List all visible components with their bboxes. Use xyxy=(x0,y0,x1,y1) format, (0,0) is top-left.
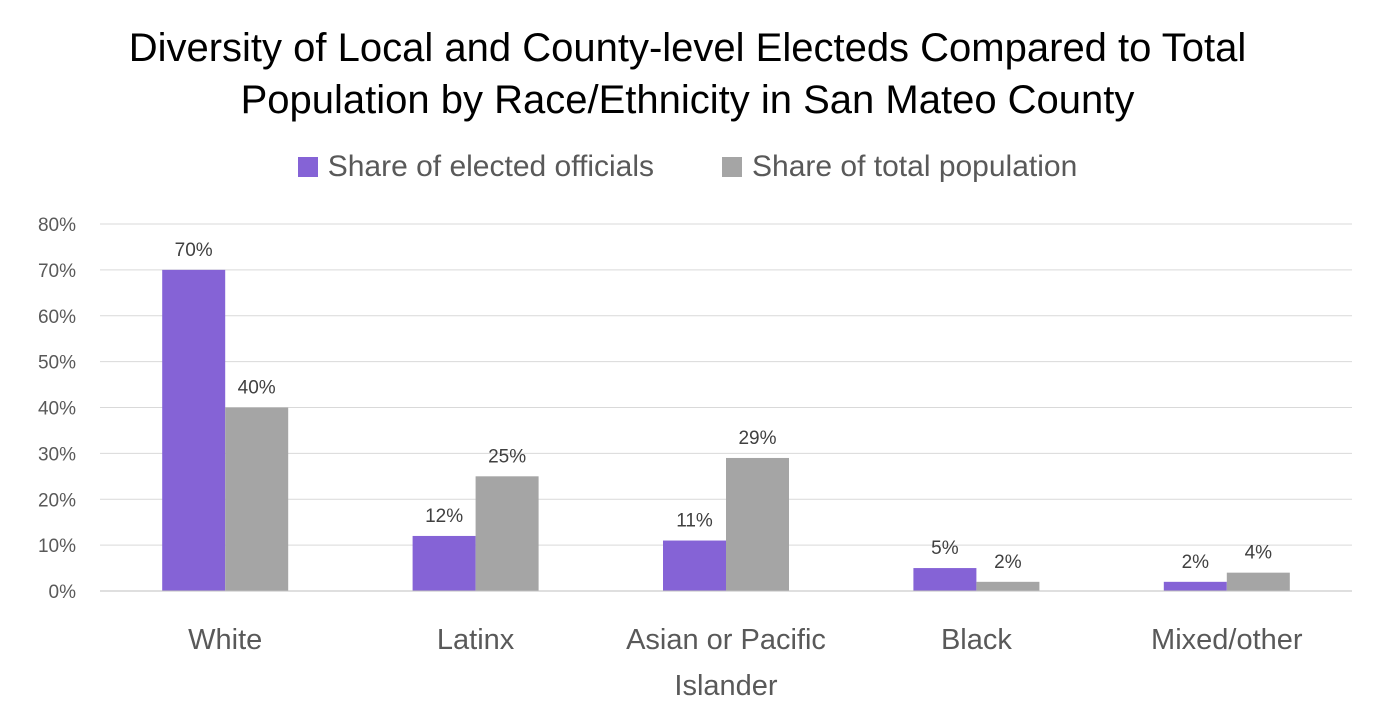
bar-0-1 xyxy=(412,535,476,591)
x-tick-label-2-1: Islander xyxy=(674,670,778,702)
data-label-1-2: 29% xyxy=(738,428,776,449)
data-label-1-4: 4% xyxy=(1245,543,1273,564)
legend-swatch-elected xyxy=(297,157,318,177)
bar-1-3 xyxy=(976,581,1040,591)
chart-title-line-2: Population by Race/Ethnicity in San Mate… xyxy=(240,78,1135,122)
y-tick-label-80: 80% xyxy=(38,215,76,236)
x-tick-label-2-0: Asian or Pacific xyxy=(626,624,826,656)
bar-1-2 xyxy=(726,457,789,591)
legend-item-population: Share of total population xyxy=(722,150,1077,184)
y-tick-label-60: 60% xyxy=(38,307,76,328)
bar-1-0 xyxy=(225,407,289,591)
y-tick-label-30: 30% xyxy=(38,444,76,465)
legend-label-elected: Share of elected officials xyxy=(327,150,655,183)
legend-swatch-population xyxy=(722,157,743,177)
data-label-1-0: 40% xyxy=(238,378,276,399)
data-label-0-1: 12% xyxy=(425,506,463,527)
y-tick-label-70: 70% xyxy=(38,261,76,282)
data-label-0-4: 2% xyxy=(1182,552,1210,573)
data-label-0-2: 11% xyxy=(676,511,713,532)
x-tick-label-1-0: Latinx xyxy=(437,624,515,656)
y-tick-label-0: 0% xyxy=(49,582,77,603)
y-tick-label-10: 10% xyxy=(38,536,76,557)
bar-0-2 xyxy=(663,540,726,591)
y-tick-label-40: 40% xyxy=(38,399,76,420)
x-tick-label-4-0: Mixed/other xyxy=(1151,624,1303,656)
x-tick-label-3-0: Black xyxy=(941,624,1012,656)
chart-title-line-1: Diversity of Local and County-level Elec… xyxy=(128,26,1247,70)
y-tick-label-20: 20% xyxy=(38,490,76,511)
data-label-1-3: 2% xyxy=(994,552,1022,573)
legend-item-elected: Share of elected officials xyxy=(297,150,655,184)
y-tick-label-50: 50% xyxy=(38,353,76,374)
bar-0-0 xyxy=(162,269,226,591)
data-label-1-1: 25% xyxy=(488,446,526,467)
data-label-0-0: 70% xyxy=(175,240,213,261)
bar-0-4 xyxy=(1163,581,1227,591)
bar-1-4 xyxy=(1226,572,1290,591)
bar-0-3 xyxy=(913,568,977,591)
legend-label-population: Share of total population xyxy=(752,150,1078,183)
x-tick-label-0-0: White xyxy=(188,624,262,656)
chart-legend: Share of elected officials Share of tota… xyxy=(0,150,1375,184)
data-label-0-3: 5% xyxy=(931,538,959,559)
chart-title: Diversity of Local and County-level Elec… xyxy=(0,22,1375,126)
bar-1-1 xyxy=(475,476,539,591)
